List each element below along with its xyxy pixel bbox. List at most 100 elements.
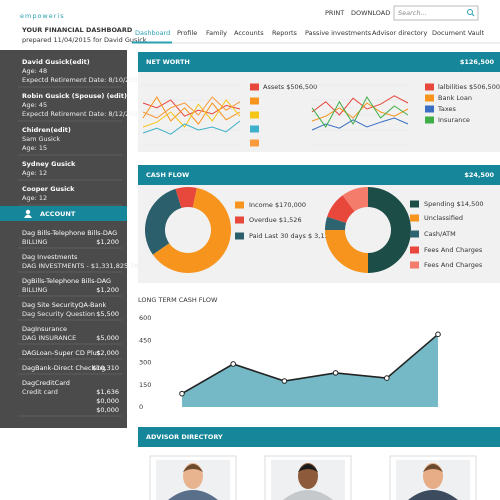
nav-item[interactable]: Advisor directory	[372, 29, 427, 37]
nav-item[interactable]: Accounts	[234, 29, 264, 37]
y-tick-label: 600	[139, 314, 151, 322]
legend-label: Assets $506,500	[263, 83, 317, 91]
series-line	[311, 117, 409, 131]
account-amount: $2,000	[96, 349, 119, 357]
search-icon	[467, 9, 473, 15]
area	[182, 334, 438, 407]
section-header	[138, 427, 500, 447]
person-detail: Age: 12	[22, 169, 47, 177]
legend-label: lalbilities $506,500	[438, 83, 500, 91]
legend-label: Overdue $1,526	[249, 216, 302, 224]
legend-swatch	[235, 216, 244, 224]
point	[179, 390, 185, 397]
advisor-hair	[423, 464, 443, 472]
section-title: NET WORTH	[146, 58, 190, 66]
area-line	[181, 333, 439, 395]
series-line	[311, 95, 409, 116]
account-amount: $0,000	[96, 406, 119, 414]
search-box[interactable]	[393, 5, 479, 21]
legend-swatch	[250, 111, 259, 119]
person-detail: Age: 48	[22, 67, 47, 75]
account-name[interactable]: DagCreditCard	[22, 379, 70, 387]
account-icon	[25, 209, 31, 215]
nav-item[interactable]: Family	[206, 29, 227, 37]
point	[435, 331, 441, 338]
person-name[interactable]: Cooper Gusick	[22, 185, 75, 193]
donut-segment	[327, 195, 355, 223]
legend-label: Insurance	[438, 116, 470, 124]
person-detail: Sam Gusick	[22, 135, 60, 143]
legend-swatch	[410, 200, 419, 208]
subtitle: YOUR FINANCIAL DASHBOARD	[21, 26, 133, 34]
series-line	[142, 96, 241, 119]
person-detail: Age: 15	[22, 144, 47, 152]
account-name[interactable]: Dag Bills-Telephone Bills-DAG	[22, 229, 117, 237]
series-line	[142, 120, 241, 135]
legend-swatch	[235, 201, 244, 209]
account-amount: $5,500	[96, 310, 119, 318]
account-name[interactable]: DagBank-Direct Checking	[22, 364, 105, 372]
account-icon-body	[24, 214, 32, 218]
account-name[interactable]: Dag Investments	[22, 253, 78, 261]
person-name[interactable]: Robin Gusick (Spouse) (edit)	[22, 92, 127, 100]
legend-swatch	[425, 116, 434, 124]
y-tick-label: 150	[139, 381, 151, 389]
legend-swatch	[425, 105, 434, 113]
nav-item[interactable]: Dashboard	[135, 29, 170, 37]
nav-item[interactable]: Document Vault	[432, 29, 485, 37]
person-name[interactable]: Sydney Gusick	[22, 160, 76, 168]
account-detail: Credit card	[22, 388, 58, 396]
legend-label: Fees And Charges	[424, 261, 483, 269]
section-title: ADVISOR DIRECTORY	[146, 433, 223, 441]
donut-segment	[368, 187, 411, 273]
account-detail: BILLING	[22, 238, 47, 246]
legend-swatch	[250, 139, 259, 147]
series-line	[311, 96, 409, 128]
logo: empoweris	[20, 12, 65, 20]
legend-swatch	[425, 83, 434, 91]
legend-label: Paid Last 30 days $ 3,136	[249, 232, 333, 240]
legend-swatch	[250, 97, 259, 105]
legend-label: Cash/ATM	[424, 230, 456, 238]
legend-label: Spending $14,500	[424, 200, 484, 208]
account-name[interactable]: DagInsurance	[22, 325, 67, 333]
nav-item[interactable]: Passive investments	[305, 29, 372, 37]
top-link[interactable]: DOWNLOAD	[351, 9, 390, 17]
top-link[interactable]: PRINT	[325, 9, 344, 17]
account-amount: $1,200	[96, 286, 119, 294]
advisor-body	[408, 490, 458, 500]
account-name[interactable]: DAGLoan-Super CD Plus	[22, 349, 101, 357]
account-name[interactable]: DgBills-Telephone Bills-DAG	[22, 277, 111, 285]
account-detail: DAG INSURANCE	[22, 334, 76, 342]
person-name[interactable]: David Gusick(edit)	[22, 58, 90, 66]
account-detail: BILLING	[22, 286, 47, 294]
point	[281, 378, 288, 384]
legend-label: Unclassified	[424, 214, 463, 222]
account-amount: $1,200	[96, 238, 119, 246]
legend-swatch	[250, 83, 259, 91]
account-amount: $10,310	[92, 364, 119, 372]
series-line	[142, 99, 241, 117]
point	[230, 361, 236, 367]
y-tick-label: 450	[139, 336, 151, 344]
account-detail: DAG INVESTMENTS - $1,331,825,789	[22, 262, 143, 270]
point	[384, 375, 390, 381]
sidebar	[0, 50, 127, 428]
account-detail: Dag Security Question	[22, 310, 95, 318]
legend-swatch	[410, 214, 419, 222]
search-placeholder: Search...	[398, 9, 427, 17]
nav-item[interactable]: Profile	[177, 29, 197, 37]
donut-segment	[325, 230, 368, 273]
donut-segment	[152, 187, 231, 273]
account-bar	[0, 206, 127, 221]
advisor-body	[168, 490, 218, 500]
advisor-hair	[183, 464, 203, 472]
legend-label: Income $170,000	[249, 201, 306, 209]
account-name[interactable]: Dag Site SecurityQA-Bank	[22, 301, 107, 309]
series-line	[142, 99, 241, 128]
donut-segment	[342, 187, 368, 212]
legend-label: Fees And Charges	[424, 246, 483, 254]
nav-item[interactable]: Reports	[272, 29, 298, 37]
point	[332, 370, 339, 376]
person-name[interactable]: Chidren(edit)	[22, 126, 71, 134]
